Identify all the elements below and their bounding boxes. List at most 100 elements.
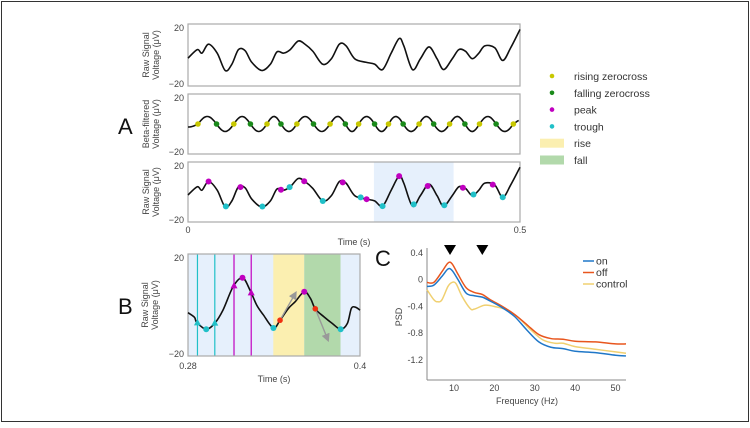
- a1-raw-signal-line: [187, 29, 521, 72]
- rising-zerocross-marker: [231, 121, 237, 127]
- trough-marker: [259, 203, 266, 210]
- a2-beta-ylabel-line1: Beta-filtered: [141, 100, 151, 149]
- c-ytick: 0: [418, 275, 423, 285]
- c-legend-off-label: off: [596, 267, 608, 279]
- trough-marker: [410, 201, 417, 208]
- rising-zerocross-marker: [476, 121, 483, 127]
- rising-zerocross-marker: [510, 121, 517, 127]
- falling-zerocross-marker: [213, 121, 220, 127]
- a3-raw-ytick-bottom: −20: [169, 215, 184, 225]
- trough-marker: [357, 194, 364, 201]
- legend-falling-zerocross-label: falling zerocross: [574, 88, 650, 100]
- psd-line-on: [426, 267, 627, 357]
- b-raw-ytick-top: 20: [174, 253, 184, 263]
- falling-zerocross-marker: [278, 121, 284, 127]
- falling-zerocross-marker: [342, 121, 349, 127]
- b-raw-ylabel-line1: Raw Signal: [140, 282, 150, 328]
- rising-zerocross-marker: [327, 121, 333, 127]
- falling-zerocross-marker: [430, 121, 437, 127]
- a1-raw-ylabel-line1: Raw Signal: [141, 32, 151, 78]
- a2-beta-ytick-top: 20: [174, 93, 184, 103]
- peak-marker: [301, 178, 308, 185]
- trough-flank-marker: [193, 318, 201, 326]
- trough-flank-marker: [211, 319, 219, 326]
- rising-zerocross-marker: [446, 121, 453, 127]
- trough-marker: [379, 203, 386, 210]
- c-ytick: -1.2: [407, 355, 423, 365]
- c-ytick: 0.4: [410, 248, 423, 258]
- peak-marker: [489, 181, 496, 188]
- c-xtick: 50: [610, 383, 620, 393]
- panel-letter-a: A: [118, 114, 133, 139]
- rising-zerocross-marker: [195, 121, 201, 127]
- peak-flank-marker: [230, 281, 238, 289]
- legend-peak-swatch: [549, 107, 555, 112]
- falling-zerocross-marker: [310, 121, 317, 127]
- c-ylabel: PSD: [394, 307, 404, 326]
- peak-marker: [237, 184, 244, 191]
- peak-marker: [396, 173, 403, 180]
- b-xtick-start: 0.28: [179, 361, 197, 371]
- trough-marker: [319, 198, 326, 204]
- a-xtick-end: 0.5: [514, 225, 527, 235]
- rising-zerocross-marker: [294, 121, 300, 127]
- panel-letter-c: C: [375, 246, 391, 271]
- falling-zerocross-marker: [493, 121, 499, 127]
- panel-letter-b: B: [118, 294, 133, 319]
- trough-marker: [203, 326, 210, 333]
- a3-raw-ytick-top: 20: [174, 161, 184, 171]
- legend-fall-swatch: [540, 155, 564, 165]
- trough-marker: [470, 191, 477, 198]
- trough-marker: [270, 324, 277, 331]
- a1-frame: [187, 23, 521, 87]
- legend-rising-zerocross-swatch: [549, 73, 555, 79]
- peak-marker: [339, 179, 346, 186]
- peak-marker: [424, 182, 431, 189]
- legend-rise-label: rise: [574, 138, 591, 150]
- a1-raw-ytick-top: 20: [174, 23, 184, 33]
- trough-marker: [441, 202, 448, 209]
- peak-marker: [205, 178, 212, 185]
- falling-zerocross-marker: [400, 121, 406, 127]
- b-xlabel: Time (s): [258, 374, 291, 384]
- falling-zerocross-marker: [247, 121, 254, 127]
- steepest-point-marker: [312, 305, 319, 312]
- peak-marker: [459, 184, 466, 191]
- c-legend-control-label: control: [596, 279, 628, 291]
- peak-marker: [301, 288, 308, 295]
- trough-marker: [337, 326, 344, 333]
- frequency-marker-triangle: [444, 245, 457, 255]
- c-ytick: -0.8: [407, 328, 423, 338]
- legend-rising-zerocross-label: rising zerocross: [574, 71, 648, 83]
- a3-frame: [187, 161, 521, 223]
- b-xtick-end: 0.4: [354, 361, 367, 371]
- a-xtick-0: 0: [185, 225, 190, 235]
- a2-beta-ylabel-line2: Voltage (μV): [151, 99, 161, 149]
- b-raw-ylabel-line2: Voltage (μV): [150, 280, 160, 330]
- peak-marker: [277, 186, 284, 193]
- a2-beta-ytick-bottom: −20: [169, 147, 184, 157]
- b-fall-interval: [304, 254, 341, 356]
- rising-zerocross-marker: [264, 121, 270, 127]
- c-xtick: 30: [530, 383, 540, 393]
- trough-marker: [222, 203, 229, 210]
- c-legend-on-label: on: [596, 256, 608, 268]
- c-ytick: -0.4: [407, 301, 423, 311]
- a-xlabel: Time (s): [338, 237, 371, 247]
- rising-zerocross-marker: [355, 121, 362, 127]
- decay-slope-arrow: [314, 308, 330, 343]
- rising-zerocross-marker: [416, 121, 422, 127]
- peak-marker: [363, 196, 370, 203]
- peak-marker: [239, 274, 246, 281]
- rising-zerocross-marker: [385, 121, 392, 127]
- b-raw-ytick-bottom: −20: [169, 349, 184, 359]
- falling-zerocross-marker: [371, 121, 378, 127]
- steepest-point-marker: [277, 317, 283, 324]
- legend-falling-zerocross-swatch: [549, 90, 555, 96]
- a3-highlight-window: [373, 162, 454, 222]
- c-xlabel: Frequency (Hz): [496, 396, 558, 406]
- legend-fall-label: fall: [574, 155, 587, 167]
- legend-trough-swatch: [549, 124, 555, 129]
- falling-zerocross-marker: [462, 121, 468, 127]
